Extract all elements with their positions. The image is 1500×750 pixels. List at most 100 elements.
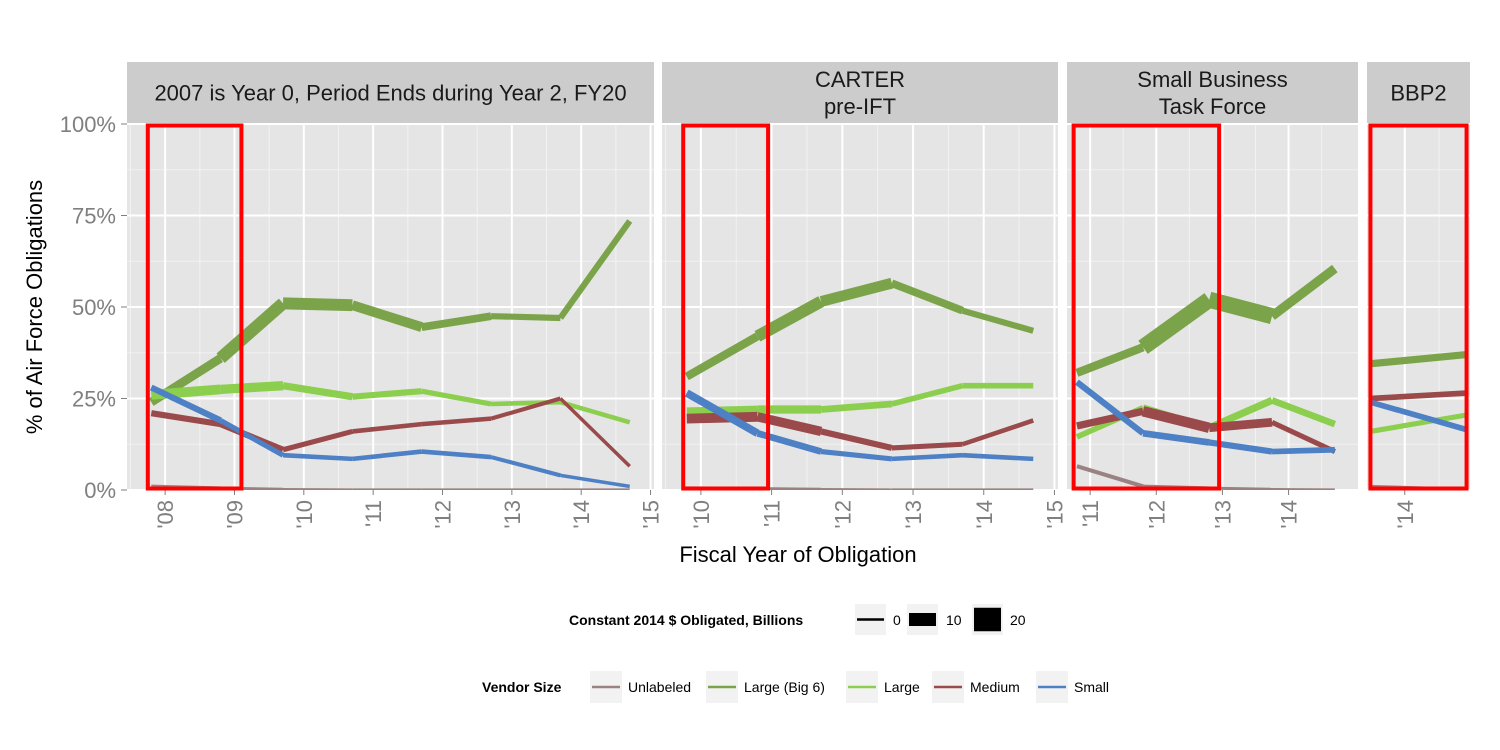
x-tick-label: '11 <box>760 500 785 527</box>
series-segment-medium <box>1270 419 1336 454</box>
series-segment-small <box>684 389 760 437</box>
y-tick-label: 75% <box>72 204 116 229</box>
x-tick-label: '12 <box>431 500 456 529</box>
series-segment-large-big-6 <box>684 332 760 381</box>
facet-strip <box>662 62 1058 123</box>
series-segment-large-big-6 <box>490 313 561 322</box>
size-legend-label: 0 <box>893 612 901 628</box>
color-legend-label-small: Small <box>1074 679 1109 695</box>
series-segment-small <box>820 449 893 462</box>
series-segment-large-big-6 <box>1138 293 1214 354</box>
color-legend-label-medium: Medium <box>970 679 1020 695</box>
facet-label: pre-IFT <box>824 94 896 119</box>
series-segment-medium <box>490 396 561 421</box>
x-tick-label: '15 <box>639 500 664 529</box>
y-tick-label: 100% <box>60 112 116 137</box>
facet-strip <box>127 62 654 123</box>
size-legend-label: 10 <box>946 612 962 628</box>
series-segment-large-big-6 <box>557 219 633 320</box>
x-tick-label: '11 <box>361 500 386 527</box>
x-tick-label: '12 <box>830 500 855 529</box>
series-segment-large <box>820 400 893 413</box>
x-tick-label: '10 <box>689 500 714 529</box>
series-segment-medium <box>686 411 758 424</box>
color-legend-label-unlabeled: Unlabeled <box>628 679 691 695</box>
x-tick-label: '14 <box>569 500 594 529</box>
color-legend-label-large: Large <box>884 679 920 695</box>
x-tick-label: '13 <box>901 500 926 529</box>
series-segment-large-big-6 <box>282 297 353 312</box>
series-segment-medium <box>1370 390 1467 402</box>
facet-label: Task Force <box>1159 94 1267 119</box>
series-segment-medium <box>1076 407 1144 430</box>
series-segment-small <box>352 449 422 462</box>
color-legend-label-large-big-6: Large (Big 6) <box>744 679 825 695</box>
series-segment-medium <box>559 397 631 468</box>
highlight-box <box>145 123 244 491</box>
series-segment-medium <box>891 441 963 451</box>
x-tick-label: '13 <box>500 500 525 529</box>
series-segment-large <box>352 388 422 400</box>
series-segment-large-big-6 <box>819 277 894 307</box>
series-segment-medium <box>820 428 893 451</box>
facet-label: BBP2 <box>1390 81 1446 106</box>
size-legend-label: 20 <box>1010 612 1026 628</box>
series-segment-medium <box>961 418 1034 447</box>
size-legend-title: Constant 2014 $ Obligated, Billions <box>569 612 803 628</box>
facet-panel-4: BBP2 '14 <box>1367 62 1470 529</box>
facet-label: 2007 is Year 0, Period Ends during Year … <box>154 81 626 106</box>
color-legend-title: Vendor Size <box>482 679 562 695</box>
series-segment-small <box>891 452 963 462</box>
series-segment-small <box>490 455 561 478</box>
series-segment-small <box>1075 379 1145 436</box>
x-tick-label: '11 <box>1078 500 1103 527</box>
x-axis-title: Fiscal Year of Obligation <box>679 542 916 567</box>
x-tick-label: '14 <box>1393 500 1418 529</box>
highlight-box <box>681 123 771 491</box>
series-segment-small <box>1142 429 1210 446</box>
series-segment-medium <box>282 428 354 453</box>
series-segment-small <box>962 452 1034 462</box>
series-segment-small <box>282 452 353 462</box>
facet-label: CARTER <box>815 67 905 92</box>
x-tick-label: '14 <box>1277 500 1302 529</box>
series-segment-large-big-6 <box>421 312 492 331</box>
series-segment-small <box>149 384 222 424</box>
series-segment-large-big-6 <box>350 300 424 332</box>
series-segment-medium <box>1141 406 1211 433</box>
series-segment-unlabeled <box>1076 464 1144 489</box>
facet-strip <box>1067 62 1358 123</box>
series-segment-large-big-6 <box>216 298 288 363</box>
series-segment-large <box>282 382 353 401</box>
series-segment-medium <box>352 421 422 434</box>
series-segment-small <box>1271 446 1335 455</box>
x-tick-label: '09 <box>222 500 247 529</box>
highlight-box <box>1368 123 1469 491</box>
y-tick-label: 25% <box>72 387 116 412</box>
facet-panel-1: 2007 is Year 0, Period Ends during Year … <box>127 62 664 529</box>
y-tick-label: 0% <box>84 478 116 503</box>
series-segment-large-big-6 <box>1370 350 1467 368</box>
series-segment-small <box>219 418 285 458</box>
x-tick-label: '15 <box>1042 500 1067 529</box>
x-tick-label: '10 <box>292 500 317 529</box>
x-tick-label: '14 <box>972 500 997 529</box>
facet-label: Small Business <box>1137 67 1287 92</box>
series-segment-large-big-6 <box>1269 264 1338 320</box>
y-axis-title: % of Air Force Obligations <box>22 180 47 434</box>
series-segment-medium <box>421 416 492 427</box>
highlight-box <box>1071 123 1222 491</box>
series-segment-large <box>1370 412 1467 434</box>
x-tick-label: '08 <box>153 500 178 529</box>
x-tick-label: '12 <box>1144 500 1169 529</box>
x-tick-label: '13 <box>1210 500 1235 529</box>
series-segment-large <box>1270 397 1337 428</box>
series-segment-small <box>560 473 631 489</box>
series-segment-large-big-6 <box>1075 343 1145 377</box>
series-segment-large <box>220 381 284 395</box>
series-segment-large <box>421 388 492 407</box>
facet-strip <box>1367 62 1470 123</box>
y-tick-label: 50% <box>72 295 116 320</box>
